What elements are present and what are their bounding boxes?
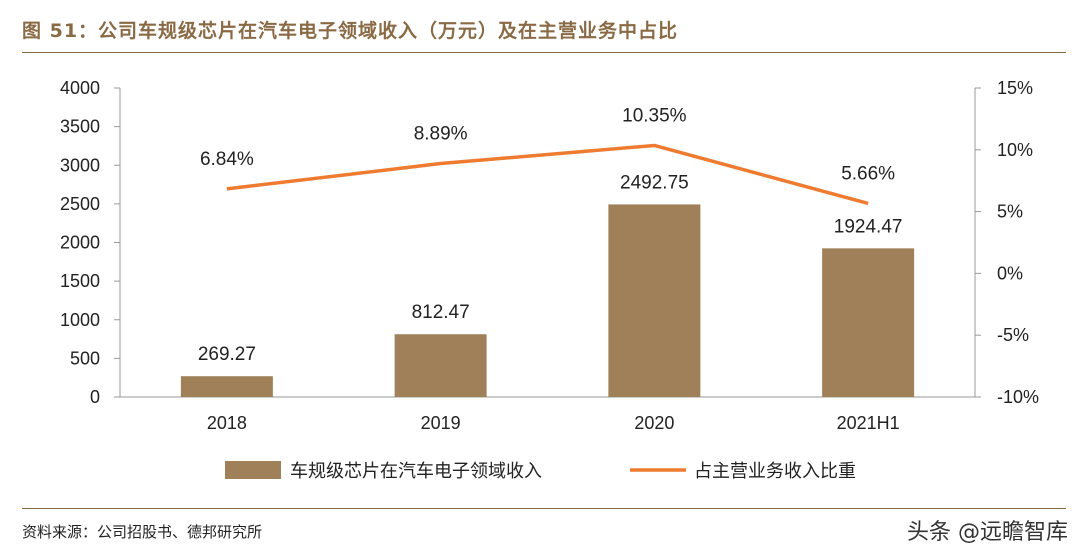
bar-value-label: 1924.47 — [834, 216, 903, 237]
source-note: 资料来源：公司招股书、德邦研究所 — [22, 523, 263, 541]
watermark: 头条 @远瞻智库 — [907, 520, 1068, 545]
y-left-tick-label: 2000 — [60, 233, 100, 253]
y-left-tick-label: 1500 — [60, 271, 100, 291]
bar — [180, 376, 273, 397]
ratio-value-label: 5.66% — [841, 163, 895, 184]
title-divider — [22, 52, 1066, 53]
bar — [394, 334, 487, 397]
y-left-tick-label: 4000 — [60, 78, 100, 98]
footer-divider — [22, 508, 1066, 509]
bar-value-label: 269.27 — [198, 344, 256, 365]
y-right-tick-label: -5% — [997, 325, 1029, 345]
y-left-tick-label: 2500 — [60, 194, 100, 214]
ratio-value-label: 8.89% — [414, 124, 468, 145]
x-tick-label: 2018 — [207, 413, 247, 433]
y-left-tick-label: 500 — [70, 348, 100, 368]
figure-title: 图 51：公司车规级芯片在汽车电子领域收入（万元）及在主营业务中占比 — [22, 20, 679, 42]
bar-value-label: 2492.75 — [620, 172, 689, 193]
y-right-tick-label: 5% — [997, 202, 1023, 222]
x-tick-label: 2020 — [634, 413, 674, 433]
y-left-tick-label: 0 — [90, 387, 100, 407]
y-right-tick-label: -10% — [997, 387, 1039, 407]
bar — [608, 204, 701, 397]
x-tick-label: 2019 — [421, 413, 461, 433]
chart: 0 500 1000 1500 2000 2500 3000 3500 4000 -10% -5% 0… — [60, 78, 1039, 482]
bar-value-label: 812.47 — [412, 302, 470, 323]
legend-bar-swatch — [225, 461, 281, 479]
y-left-tick-label: 3000 — [60, 155, 100, 175]
bar — [822, 248, 915, 397]
ratio-value-label: 10.35% — [622, 105, 687, 126]
legend-line-label: 占主营业务收入比重 — [694, 461, 856, 482]
legend-bar-label: 车规级芯片在汽车电子领域收入 — [290, 461, 542, 482]
y-right-tick-label: 10% — [997, 140, 1033, 160]
ratio-line — [226, 143, 869, 206]
x-tick-label: 2021H1 — [837, 413, 900, 433]
ratio-value-label: 6.84% — [200, 149, 254, 170]
y-left-tick-label: 1000 — [60, 310, 100, 330]
y-right-tick-label: 0% — [997, 263, 1023, 283]
y-left-tick-label: 3500 — [60, 117, 100, 137]
y-right-tick-label: 15% — [997, 78, 1033, 98]
